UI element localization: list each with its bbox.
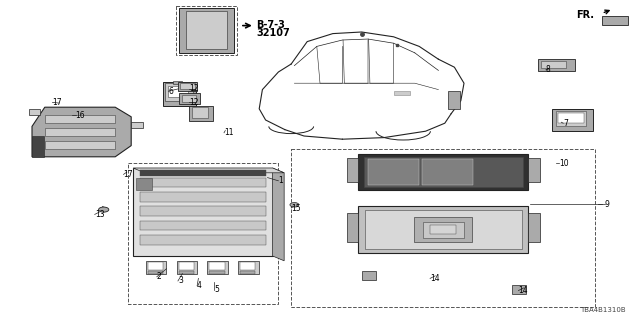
Bar [431, 225, 456, 234]
Bar [178, 82, 197, 91]
Text: 2: 2 [157, 272, 161, 281]
Bar [136, 178, 152, 190]
Circle shape [290, 203, 299, 207]
Bar [189, 106, 213, 121]
Bar [358, 206, 528, 253]
Bar [364, 157, 523, 187]
Bar [368, 159, 419, 185]
Text: TBA4B1310B: TBA4B1310B [580, 307, 626, 313]
Bar [209, 271, 225, 274]
Text: 4: 4 [197, 281, 202, 290]
Bar [415, 218, 472, 242]
Bar [528, 213, 540, 242]
Text: FR.: FR. [576, 10, 594, 20]
Bar [240, 271, 255, 274]
Bar [133, 168, 273, 256]
Bar [556, 111, 586, 126]
Bar [168, 86, 188, 97]
Bar [140, 192, 266, 202]
Bar [512, 285, 526, 294]
Bar [448, 91, 460, 109]
Bar [45, 115, 115, 123]
Bar [163, 82, 196, 106]
Text: 12: 12 [189, 98, 198, 107]
Bar [552, 109, 593, 131]
Text: 13: 13 [95, 210, 104, 219]
Text: 6: 6 [168, 87, 173, 96]
Text: 17: 17 [52, 98, 62, 107]
Bar [148, 262, 163, 270]
Bar [140, 206, 266, 216]
Bar [528, 158, 540, 182]
Bar [179, 262, 194, 270]
Bar [29, 109, 40, 115]
Bar [538, 59, 575, 71]
Bar [602, 16, 628, 25]
Bar [140, 235, 266, 245]
Bar [140, 170, 266, 176]
Bar [179, 271, 194, 274]
Bar [541, 61, 566, 68]
Bar [45, 141, 115, 149]
Text: 16: 16 [76, 111, 85, 120]
Text: 5: 5 [214, 285, 220, 294]
Bar [177, 261, 197, 274]
Bar [347, 213, 358, 242]
Bar [394, 91, 410, 95]
Bar [179, 8, 234, 53]
Bar [558, 113, 584, 123]
Bar [140, 178, 266, 187]
Bar [32, 136, 44, 157]
Bar [358, 154, 528, 190]
Text: 17: 17 [124, 170, 133, 179]
Bar [176, 6, 237, 55]
Text: 1: 1 [278, 176, 283, 185]
Bar [146, 261, 166, 274]
Text: 15: 15 [291, 204, 301, 212]
Bar [422, 159, 474, 185]
Polygon shape [273, 168, 284, 261]
Bar [165, 83, 193, 101]
Text: 8: 8 [546, 65, 550, 74]
Bar [423, 222, 464, 238]
Bar [182, 95, 196, 102]
Text: 3: 3 [178, 276, 183, 285]
Bar [140, 221, 266, 230]
Bar [365, 210, 522, 249]
Bar [291, 149, 595, 307]
Bar [179, 93, 200, 104]
Bar [238, 261, 259, 274]
Text: 7: 7 [563, 119, 568, 128]
Text: 14: 14 [518, 286, 528, 295]
Bar [131, 122, 143, 128]
Text: B-7-3: B-7-3 [256, 20, 285, 30]
Bar [173, 81, 182, 84]
Bar [240, 262, 255, 270]
Bar [186, 11, 227, 49]
Bar [148, 271, 163, 274]
Text: 10: 10 [559, 159, 568, 168]
Text: 11: 11 [224, 128, 234, 137]
Polygon shape [133, 168, 284, 173]
Text: 32107: 32107 [256, 28, 290, 38]
Bar [180, 83, 195, 89]
Text: 12: 12 [189, 84, 198, 93]
Bar [347, 158, 358, 182]
Text: 14: 14 [430, 274, 440, 283]
Bar [209, 262, 225, 270]
Circle shape [99, 207, 109, 212]
Bar [128, 163, 278, 304]
Polygon shape [32, 107, 131, 157]
Bar [192, 107, 208, 118]
Bar [45, 128, 115, 136]
Bar [207, 261, 228, 274]
Bar [362, 271, 376, 280]
Text: 9: 9 [605, 200, 610, 209]
